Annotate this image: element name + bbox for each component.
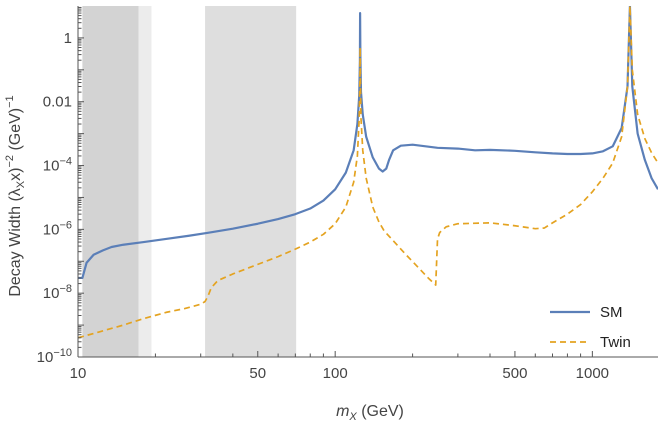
y-tick-label: 10−8	[43, 283, 72, 302]
x-axis-title: mX (GeV)	[336, 403, 404, 423]
x-tick-label: 10	[70, 365, 87, 382]
x-tick-label: 50	[249, 365, 266, 382]
y-tick-label: 10−4	[43, 156, 72, 175]
tick-marks	[77, 6, 593, 358]
legend-label-sm: SM	[600, 304, 623, 321]
y-tick-label: 0.01	[43, 94, 72, 111]
tick-labels: 10 50 100 500 1000 1 0.01 10−4 10−6 10−8 10−10	[37, 30, 609, 382]
series-line-sm	[78, 6, 658, 280]
legend: SM Twin	[550, 304, 631, 351]
shaded-band-2	[205, 6, 297, 357]
x-tick-label: 500	[502, 365, 527, 382]
shaded-band-1	[138, 6, 152, 357]
y-tick-label: 10−6	[43, 219, 72, 238]
x-tick-label: 100	[323, 365, 348, 382]
series-layer	[78, 6, 658, 339]
y-tick-label: 1	[64, 30, 72, 47]
legend-label-twin: Twin	[600, 334, 631, 351]
x-tick-label: 1000	[576, 365, 609, 382]
y-tick-label: 10−10	[37, 347, 72, 366]
axes	[77, 6, 658, 358]
y-axis-title: Decay Width (λXx)−2 (GeV)−1	[4, 95, 27, 296]
series-line-twin	[78, 6, 658, 339]
shaded-band-0	[82, 6, 139, 357]
shaded-bands	[82, 6, 297, 357]
